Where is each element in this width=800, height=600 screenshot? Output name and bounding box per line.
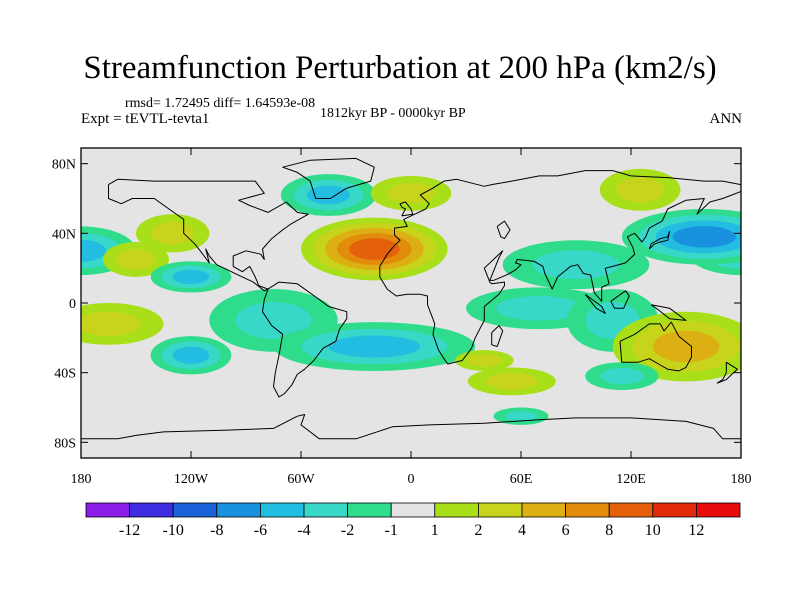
anomaly-band <box>81 239 106 262</box>
colorbar-swatch <box>129 502 174 518</box>
coastline-africa-eurasia <box>379 170 741 365</box>
coastline-australia <box>619 321 692 372</box>
anomaly-band <box>467 354 502 367</box>
x-tick-label: 60W <box>287 472 315 487</box>
anomaly-band <box>172 346 210 364</box>
colorbar-swatch <box>303 502 348 518</box>
coastline-antarctica <box>81 414 741 440</box>
coastline-greenland <box>282 157 375 199</box>
coastline-new-zealand <box>716 361 738 384</box>
colorbar-swatch <box>347 502 392 518</box>
colorbar-swatch <box>172 502 218 518</box>
anomaly-band <box>496 295 583 321</box>
y-tick-label: 40N <box>52 227 76 242</box>
colorbar-label: -8 <box>210 522 223 539</box>
anomaly-band <box>235 301 312 339</box>
y-tick-label: 80N <box>52 158 76 173</box>
season-label: ANN <box>709 111 743 127</box>
colorbar-label: -1 <box>385 522 398 539</box>
coastline-north-america <box>108 178 309 292</box>
anomaly-band <box>81 311 141 337</box>
anomaly-band <box>600 367 644 385</box>
colorbar-swatch <box>565 502 610 518</box>
x-tick-label: 60E <box>510 472 533 487</box>
rmsd-stats: rmsd= 1.72495 diff= 1.64593e-08 <box>125 96 316 111</box>
coastline-sumatra <box>584 293 606 314</box>
coastlines <box>81 157 741 440</box>
colorbar-swatch <box>477 502 523 518</box>
anomaly-band <box>306 185 351 205</box>
coastline-madagascar <box>491 325 504 347</box>
anomaly-band <box>504 411 538 422</box>
colorbar-swatch <box>85 502 130 518</box>
colorbar-swatch <box>652 502 697 518</box>
colorbar-swatch <box>216 502 261 518</box>
colorbar-label: -4 <box>297 522 310 539</box>
colorbar-label: 12 <box>688 522 704 539</box>
x-tick-label: 120E <box>616 472 646 487</box>
coastline-japan <box>648 231 670 250</box>
colorbar-label: 6 <box>562 522 570 539</box>
colorbar-swatch <box>521 502 566 518</box>
anomaly-band <box>387 183 435 204</box>
colorbar-swatch <box>259 502 305 518</box>
colorbar-swatch <box>434 502 479 518</box>
anomaly-band <box>328 335 421 358</box>
experiment-label: Expt = tEVTL-tevta1 <box>81 111 210 127</box>
coastline-borneo <box>610 290 630 309</box>
anomaly-band <box>151 222 195 245</box>
colorbar-label: 1 <box>431 522 439 539</box>
colorbar-label: -10 <box>163 522 184 539</box>
x-tick-label: 180 <box>731 472 752 487</box>
map-area <box>80 147 742 459</box>
anomaly-band <box>116 249 156 270</box>
colorbar-label: 8 <box>605 522 613 539</box>
colorbar-swatch <box>696 502 741 518</box>
time-period: 1812kyr BP - 0000kyr BP <box>320 106 466 121</box>
coastline-caspian <box>496 220 511 240</box>
y-tick-label: 80S <box>54 436 76 451</box>
axis-ticks: 180 120W 60W 0 60E 120E 180 80N 40N 0 40S 80S <box>52 148 752 487</box>
anomaly-band <box>652 330 720 363</box>
anomaly-band <box>485 373 538 390</box>
y-tick-label: 0 <box>69 297 76 312</box>
chart-title: Streamfunction Perturbation at 200 hPa (… <box>83 50 717 86</box>
colorbar-label: 2 <box>474 522 482 539</box>
coastline-south-america <box>262 281 348 398</box>
anomaly-band <box>672 226 737 248</box>
anomaly-band <box>616 177 664 203</box>
colorbar-label: -2 <box>341 522 354 539</box>
colorbar-swatch <box>608 502 654 518</box>
x-tick-label: 0 <box>408 472 415 487</box>
anomaly-band <box>172 269 210 284</box>
x-tick-label: 180 <box>71 472 92 487</box>
y-tick-label: 40S <box>54 367 76 382</box>
colorbar-swatch <box>390 502 436 518</box>
colorbar-label: -12 <box>119 522 140 539</box>
colorbar-label: 10 <box>645 522 661 539</box>
coastline-new-guinea <box>650 304 687 321</box>
colorbar: -12 -10 -8 -6 -4 -2 -1 1 2 4 6 8 10 12 <box>85 502 741 539</box>
colorbar-label: 4 <box>518 522 526 539</box>
colorbar-label: -6 <box>254 522 267 539</box>
coastline-british-isles <box>399 201 414 217</box>
x-tick-label: 120W <box>174 472 209 487</box>
